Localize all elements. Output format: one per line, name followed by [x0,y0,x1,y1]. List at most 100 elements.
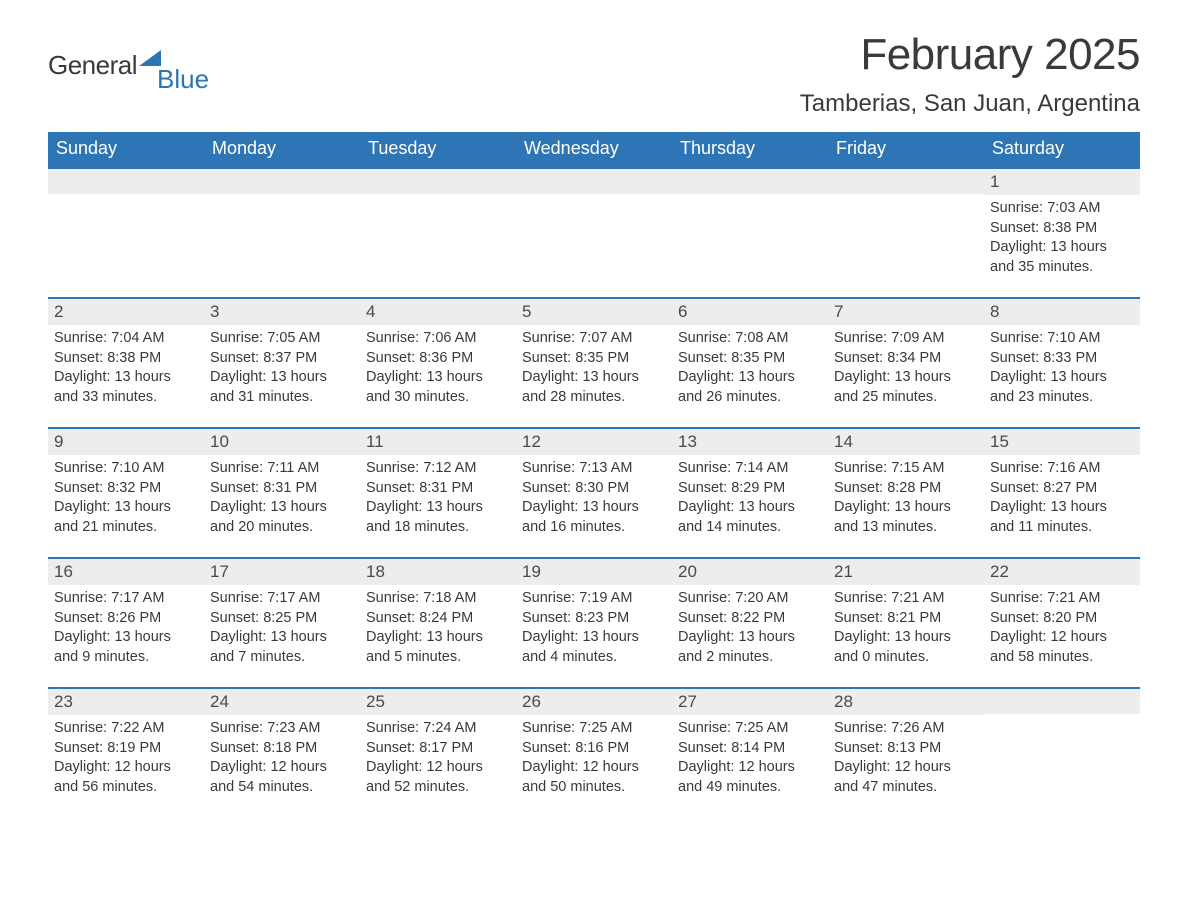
day-number-empty [672,169,828,194]
day-cell [516,169,672,297]
daylight: Daylight: 13 hours and 5 minutes. [366,628,510,667]
day-cell: 8Sunrise: 7:10 AMSunset: 8:33 PMDaylight… [984,299,1140,427]
day-cell: 24Sunrise: 7:23 AMSunset: 8:18 PMDayligh… [204,689,360,817]
daylight: Daylight: 13 hours and 7 minutes. [210,628,354,667]
calendar-week: 9Sunrise: 7:10 AMSunset: 8:32 PMDaylight… [48,427,1140,557]
daylight: Daylight: 13 hours and 31 minutes. [210,368,354,407]
logo: General Blue [48,30,215,81]
day-number: 28 [828,689,984,715]
logo-word2: Blue [157,64,209,95]
weekday-row: SundayMondayTuesdayWednesdayThursdayFrid… [48,132,1140,167]
daylight: Daylight: 12 hours and 49 minutes. [678,758,822,797]
logo-word1: General [48,50,137,81]
day-number: 16 [48,559,204,585]
day-number: 15 [984,429,1140,455]
day-body: Sunrise: 7:06 AMSunset: 8:36 PMDaylight:… [360,325,516,413]
daylight: Daylight: 13 hours and 20 minutes. [210,498,354,537]
sunset: Sunset: 8:28 PM [834,479,978,499]
day-number: 12 [516,429,672,455]
day-cell: 27Sunrise: 7:25 AMSunset: 8:14 PMDayligh… [672,689,828,817]
daylight: Daylight: 13 hours and 16 minutes. [522,498,666,537]
daylight: Daylight: 13 hours and 13 minutes. [834,498,978,537]
sunset: Sunset: 8:34 PM [834,349,978,369]
day-number: 2 [48,299,204,325]
day-body: Sunrise: 7:07 AMSunset: 8:35 PMDaylight:… [516,325,672,413]
day-body: Sunrise: 7:22 AMSunset: 8:19 PMDaylight:… [48,715,204,803]
sunset: Sunset: 8:37 PM [210,349,354,369]
day-cell: 22Sunrise: 7:21 AMSunset: 8:20 PMDayligh… [984,559,1140,687]
day-body: Sunrise: 7:11 AMSunset: 8:31 PMDaylight:… [204,455,360,543]
sunset: Sunset: 8:31 PM [366,479,510,499]
sunrise: Sunrise: 7:07 AM [522,329,666,349]
day-cell: 25Sunrise: 7:24 AMSunset: 8:17 PMDayligh… [360,689,516,817]
day-number: 19 [516,559,672,585]
sunrise: Sunrise: 7:21 AM [834,589,978,609]
day-body: Sunrise: 7:13 AMSunset: 8:30 PMDaylight:… [516,455,672,543]
day-body: Sunrise: 7:21 AMSunset: 8:20 PMDaylight:… [984,585,1140,673]
day-number-empty [48,169,204,194]
daylight: Daylight: 13 hours and 4 minutes. [522,628,666,667]
sunset: Sunset: 8:17 PM [366,739,510,759]
sunset: Sunset: 8:32 PM [54,479,198,499]
sunset: Sunset: 8:20 PM [990,609,1134,629]
day-cell [204,169,360,297]
sunset: Sunset: 8:14 PM [678,739,822,759]
daylight: Daylight: 12 hours and 56 minutes. [54,758,198,797]
sunrise: Sunrise: 7:17 AM [54,589,198,609]
month-title: February 2025 [800,30,1140,80]
sunrise: Sunrise: 7:24 AM [366,719,510,739]
sunrise: Sunrise: 7:16 AM [990,459,1134,479]
weekday-saturday: Saturday [984,132,1140,167]
sunrise: Sunrise: 7:11 AM [210,459,354,479]
daylight: Daylight: 12 hours and 58 minutes. [990,628,1134,667]
day-number: 18 [360,559,516,585]
day-cell: 19 Sunrise: 7:19 AMSunset: 8:23 PMDayligh… [516,559,672,687]
day-body: Sunrise: 7:10 AMSunset: 8:32 PMDaylight:… [48,455,204,543]
sunrise: Sunrise: 7:05 AM [210,329,354,349]
day-body: Sunrise: 7:23 AMSunset: 8:18 PMDaylight:… [204,715,360,803]
day-cell: 12Sunrise: 7:13 AMSunset: 8:30 PMDayligh… [516,429,672,557]
day-number: 20 [672,559,828,585]
sunset: Sunset: 8:38 PM [990,219,1134,239]
day-body: Sunrise: 7:24 AMSunset: 8:17 PMDaylight:… [360,715,516,803]
day-cell: 3Sunrise: 7:05 AMSunset: 8:37 PMDaylight… [204,299,360,427]
sunrise: Sunrise: 7:04 AM [54,329,198,349]
sunrise: Sunrise: 7:03 AM [990,199,1134,219]
day-body: Sunrise: 7:18 AMSunset: 8:24 PMDaylight:… [360,585,516,673]
day-number-empty [204,169,360,194]
day-body: Sunrise: 7:16 AMSunset: 8:27 PMDaylight:… [984,455,1140,543]
sunrise: Sunrise: 7:15 AM [834,459,978,479]
sunset: Sunset: 8:26 PM [54,609,198,629]
day-number: 21 [828,559,984,585]
daylight: Daylight: 13 hours and 35 minutes. [990,238,1134,277]
day-cell: 18Sunrise: 7:18 AMSunset: 8:24 PMDayligh… [360,559,516,687]
weekday-tuesday: Tuesday [360,132,516,167]
day-cell: 21Sunrise: 7:21 AMSunset: 8:21 PMDayligh… [828,559,984,687]
day-cell: 23Sunrise: 7:22 AMSunset: 8:19 PMDayligh… [48,689,204,817]
day-cell: 2Sunrise: 7:04 AMSunset: 8:38 PMDaylight… [48,299,204,427]
day-cell: 17Sunrise: 7:17 AMSunset: 8:25 PMDayligh… [204,559,360,687]
day-cell: 9Sunrise: 7:10 AMSunset: 8:32 PMDaylight… [48,429,204,557]
day-body: Sunrise: 7:04 AMSunset: 8:38 PMDaylight:… [48,325,204,413]
sunset: Sunset: 8:23 PM [522,609,666,629]
day-number: 10 [204,429,360,455]
sunset: Sunset: 8:22 PM [678,609,822,629]
sunrise: Sunrise: 7:13 AM [522,459,666,479]
sunrise: Sunrise: 7:19 AM [522,589,666,609]
sunrise: Sunrise: 7:10 AM [54,459,198,479]
day-body: Sunrise: 7:26 AMSunset: 8:13 PMDaylight:… [828,715,984,803]
day-number: 14 [828,429,984,455]
day-body: Sunrise: 7:25 AMSunset: 8:14 PMDaylight:… [672,715,828,803]
daylight: Daylight: 13 hours and 9 minutes. [54,628,198,667]
day-cell: 28Sunrise: 7:26 AMSunset: 8:13 PMDayligh… [828,689,984,817]
day-body: Sunrise: 7:17 AMSunset: 8:25 PMDaylight:… [204,585,360,673]
sunset: Sunset: 8:24 PM [366,609,510,629]
sunrise: Sunrise: 7:22 AM [54,719,198,739]
day-cell: 5Sunrise: 7:07 AMSunset: 8:35 PMDaylight… [516,299,672,427]
day-body: Sunrise: 7:08 AMSunset: 8:35 PMDaylight:… [672,325,828,413]
day-body: Sunrise: 7:20 AMSunset: 8:22 PMDaylight:… [672,585,828,673]
sunrise: Sunrise: 7:21 AM [990,589,1134,609]
daylight: Daylight: 13 hours and 28 minutes. [522,368,666,407]
sunrise: Sunrise: 7:18 AM [366,589,510,609]
day-cell: 26Sunrise: 7:25 AMSunset: 8:16 PMDayligh… [516,689,672,817]
